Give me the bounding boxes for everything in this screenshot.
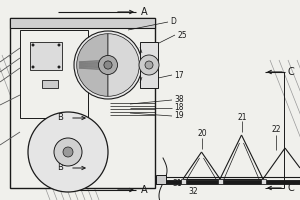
Bar (42, 80, 58, 88)
Bar (10, 18, 155, 28)
Bar (10, 18, 155, 188)
Text: 17: 17 (174, 71, 184, 79)
Text: 31: 31 (172, 178, 182, 188)
Circle shape (58, 44, 60, 46)
Circle shape (98, 55, 118, 75)
Circle shape (145, 61, 153, 69)
Text: 32: 32 (188, 186, 198, 196)
Text: 18: 18 (174, 104, 184, 112)
Circle shape (139, 55, 159, 75)
Circle shape (104, 61, 112, 69)
Text: D: D (170, 18, 176, 26)
Text: C: C (288, 183, 295, 193)
Circle shape (32, 44, 34, 46)
Wedge shape (108, 34, 139, 96)
Circle shape (54, 138, 82, 166)
Bar (261, 179, 266, 184)
Bar (30, 42, 62, 70)
Circle shape (63, 147, 73, 157)
Text: A: A (141, 7, 148, 17)
Circle shape (28, 112, 108, 192)
Text: 25: 25 (177, 30, 187, 40)
Bar (218, 179, 223, 184)
Text: 19: 19 (174, 112, 184, 120)
Text: 22: 22 (272, 126, 281, 134)
Bar (181, 179, 186, 184)
Circle shape (32, 66, 34, 68)
Text: 21: 21 (238, 112, 247, 121)
Text: A: A (141, 185, 148, 195)
Wedge shape (77, 34, 108, 96)
Circle shape (58, 66, 60, 68)
Text: C: C (288, 67, 295, 77)
Circle shape (74, 31, 142, 99)
Text: 20: 20 (197, 130, 207, 138)
Text: B: B (57, 164, 63, 172)
Text: B: B (57, 114, 63, 122)
Bar (156, 175, 166, 184)
Text: 38: 38 (174, 96, 184, 104)
Bar (140, 42, 158, 88)
Bar (20, 30, 88, 118)
